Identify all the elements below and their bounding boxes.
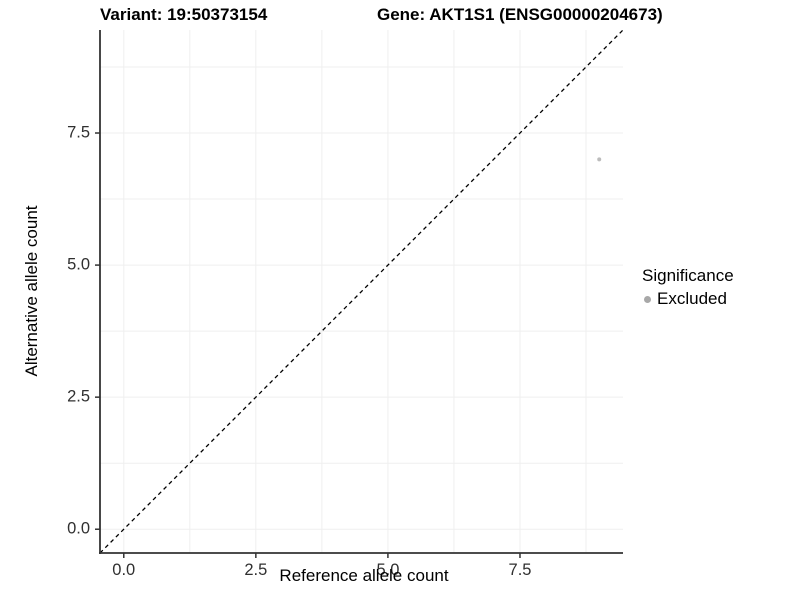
identity-line — [99, 29, 624, 554]
x-axis-title: Reference allele count — [279, 566, 449, 585]
gene-title: Gene: AKT1S1 (ENSG00000204673) — [377, 5, 663, 24]
legend: Significance Excluded — [642, 266, 734, 309]
x-tick-label: 0.0 — [112, 561, 136, 579]
y-tick-label: 2.5 — [67, 387, 90, 406]
y-tick-label: 0.0 — [67, 519, 90, 538]
legend-item-excluded: Excluded — [642, 289, 734, 309]
y-axis-title: Alternative allele count — [22, 205, 41, 377]
legend-title: Significance — [642, 266, 734, 285]
excluded-point-icon — [644, 295, 651, 303]
y-tick-label: 5.0 — [67, 255, 90, 274]
legend-item-label: Excluded — [657, 289, 727, 308]
variant-title: Variant: 19:50373154 — [100, 5, 268, 24]
x-tick-label: 2.5 — [244, 561, 268, 579]
y-tick-label: 7.5 — [67, 123, 90, 142]
x-tick-label: 5.0 — [376, 561, 400, 579]
x-tick-label: 7.5 — [508, 561, 532, 579]
data-point — [597, 157, 602, 162]
